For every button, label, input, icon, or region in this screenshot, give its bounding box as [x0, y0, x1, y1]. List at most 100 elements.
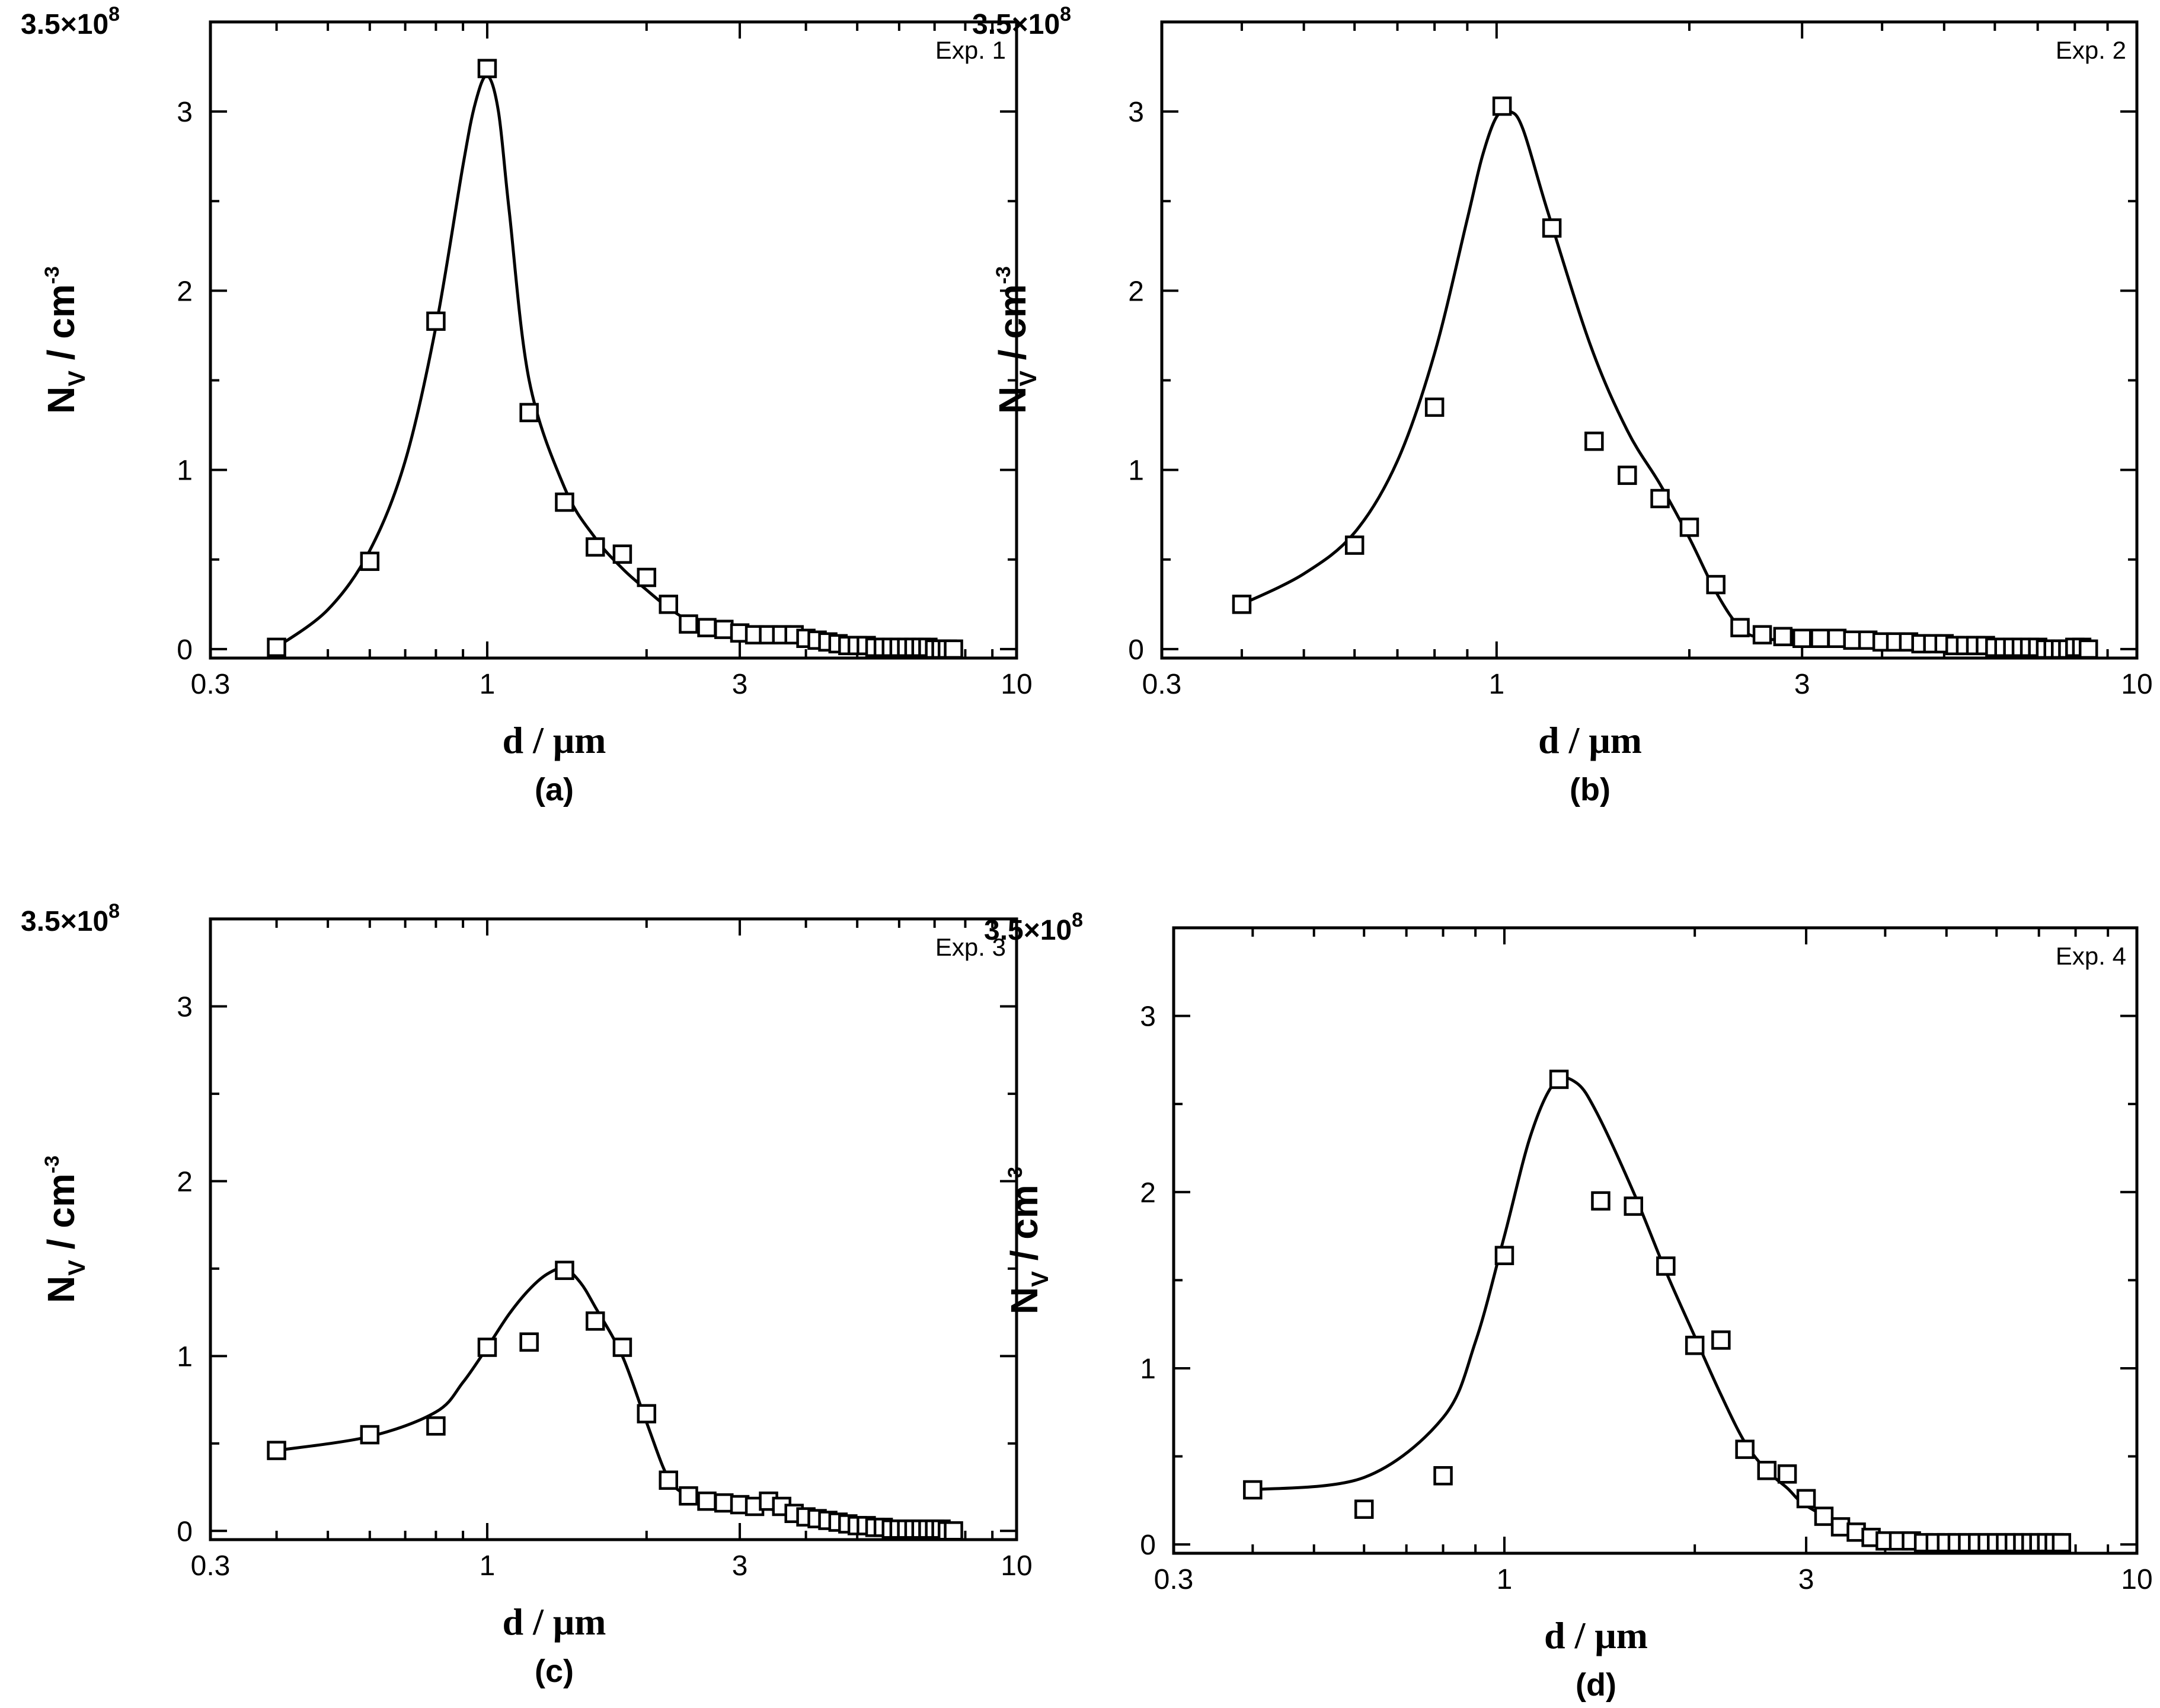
data-point-square — [637, 567, 657, 588]
data-point-square — [1354, 1499, 1374, 1519]
plot-frame — [209, 20, 1018, 660]
data-point-square — [1706, 574, 1726, 595]
data-point-square — [555, 1260, 574, 1281]
data-point-square — [697, 1491, 717, 1511]
y-label-unit: / cm — [991, 284, 1034, 371]
plot-frame — [1172, 926, 2139, 1555]
data-point-square — [637, 1404, 657, 1423]
y-axis-max-exponent: 8 — [108, 3, 120, 25]
data-point-square — [612, 1337, 632, 1357]
x-axis-label: d / μm — [503, 719, 606, 761]
data-point-square — [1542, 218, 1562, 238]
panel-label: (d) — [1576, 1667, 1616, 1703]
data-point-square — [555, 492, 574, 512]
y-tick-label: 0 — [177, 634, 193, 666]
y-axis-label: NV / cm-3 — [40, 1155, 90, 1303]
data-point-square — [267, 1441, 286, 1460]
experiment-annotation: Exp. 3 — [935, 933, 1006, 961]
y-label-unit: / cm — [1003, 1185, 1046, 1271]
y-axis-label: NV / cm-3 — [1003, 1167, 1053, 1314]
data-point-square — [659, 1470, 679, 1490]
data-point-square — [1830, 1517, 1851, 1537]
x-tick-label: 3 — [1794, 669, 1810, 700]
y-axis-max-exponent: 8 — [1072, 909, 1083, 931]
data-point-square — [1433, 1466, 1453, 1486]
y-axis-max-exponent: 8 — [108, 900, 120, 922]
y-axis-max-label: 3.5×108 — [984, 909, 1083, 946]
data-point-square — [1624, 1196, 1643, 1216]
panel-b: 0.3 1 3 10 0 1 2 3 3.5×108 Exp. 2 d / μm (b) NV / cm… — [972, 3, 2153, 807]
data-point-square — [1344, 535, 1365, 555]
y-axis-max-label: 3.5×108 — [21, 3, 120, 40]
x-tick-label: 1 — [480, 669, 496, 700]
data-point-square — [1810, 628, 1830, 649]
y-label-symbol: N — [991, 387, 1034, 414]
plot-frame — [209, 917, 1018, 1541]
data-point-square — [1549, 1070, 1569, 1089]
x-tick-label: 0.3 — [191, 1550, 231, 1582]
y-tick-label: 0 — [1140, 1530, 1156, 1561]
y-axis-max-label: 3.5×108 — [21, 900, 120, 937]
x-axis-label: d / μm — [1538, 719, 1642, 761]
y-tick-label: 2 — [1140, 1177, 1156, 1209]
y-axis-max-exponent: 8 — [1060, 3, 1071, 25]
data-point-square — [477, 59, 497, 78]
x-tick-label: 1 — [1488, 669, 1504, 700]
y-label-subscript: V — [64, 371, 90, 387]
y-tick-label: 3 — [1128, 97, 1144, 128]
data-point-square — [1773, 627, 1793, 646]
y-label-subscript: V — [1027, 1271, 1053, 1287]
experiment-annotation: Exp. 4 — [2056, 942, 2126, 970]
y-tick-label: 2 — [177, 276, 193, 307]
y-tick-label: 3 — [177, 97, 193, 128]
data-point-square — [585, 537, 605, 557]
x-tick-label: 0.3 — [191, 669, 231, 700]
data-point-square — [360, 551, 380, 572]
y-label-symbol: N — [1003, 1287, 1046, 1314]
data-point-square — [360, 1425, 380, 1445]
data-point-square — [1777, 1464, 1797, 1484]
data-point-square — [1650, 489, 1670, 509]
data-point-square — [426, 311, 446, 331]
x-tick-label: 3 — [732, 669, 748, 700]
panel-label: (c) — [535, 1653, 574, 1689]
plot-frame — [1160, 20, 2139, 660]
y-tick-label: 2 — [1128, 276, 1144, 307]
fit-curve — [276, 1266, 954, 1533]
x-axis-label: d / μm — [1544, 1614, 1648, 1656]
y-axis-label: NV / cm-3 — [40, 266, 90, 414]
y-tick-label: 1 — [1140, 1353, 1156, 1385]
experiment-annotation: Exp. 1 — [935, 36, 1006, 64]
y-tick-label: 0 — [1128, 634, 1144, 666]
y-tick-label: 1 — [177, 1341, 193, 1372]
fit-curve — [1252, 1076, 2062, 1544]
x-tick-label: 3 — [732, 1550, 748, 1582]
x-tick-label: 1 — [1497, 1564, 1513, 1595]
data-point-square — [519, 403, 539, 423]
data-point-square — [1752, 625, 1772, 644]
fit-curve — [1241, 108, 2089, 651]
panel-d: 0.3 1 3 10 0 1 2 3 3.5×108 Exp. 4 d / μm (d) NV / cm… — [984, 909, 2153, 1703]
data-point-square — [1232, 595, 1252, 614]
data-point-square — [426, 1416, 446, 1436]
data-point-square — [585, 1311, 605, 1331]
y-label-symbol: N — [40, 387, 82, 414]
data-point-square — [1424, 397, 1445, 417]
y-axis-max-base: 3.5×10 — [972, 9, 1060, 40]
panel-label: (a) — [535, 772, 574, 807]
data-point-square — [2078, 639, 2098, 659]
x-tick-label: 10 — [2121, 1564, 2152, 1595]
data-point-square — [1494, 1246, 1514, 1266]
data-point-square — [697, 618, 717, 637]
y-tick-label: 2 — [177, 1166, 193, 1198]
y-tick-label: 3 — [177, 991, 193, 1023]
y-label-unit: / cm — [40, 1173, 82, 1260]
data-point-square — [714, 1493, 734, 1513]
data-point-square — [612, 544, 632, 564]
data-point-square — [1591, 1191, 1611, 1211]
data-point-square — [1656, 1256, 1676, 1276]
data-point-square — [477, 1337, 497, 1357]
y-tick-label: 1 — [1128, 455, 1144, 487]
y-label-subscript: V — [1015, 371, 1041, 387]
